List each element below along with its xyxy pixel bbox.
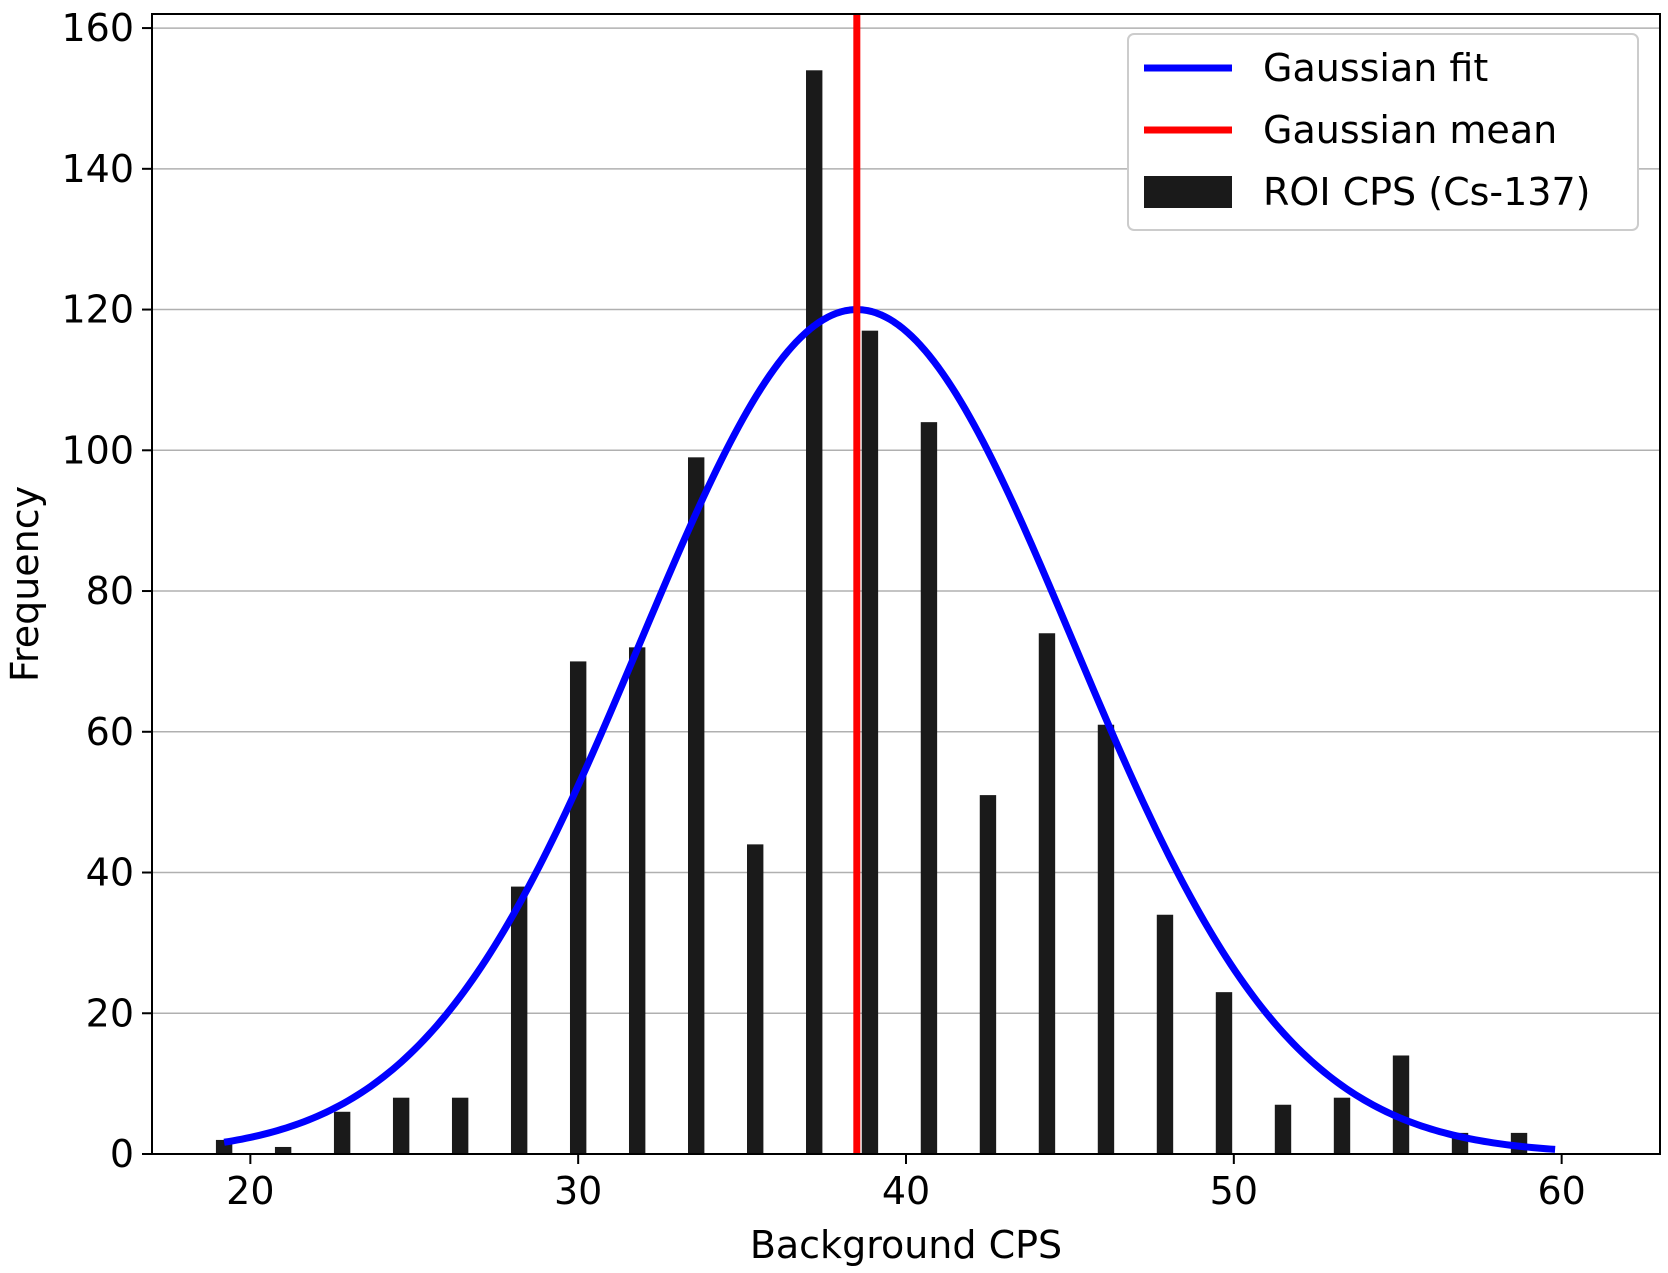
- bar: [333, 1111, 351, 1154]
- y-axis-ticks: 0 20 40 60 80 100 120 140 160: [61, 6, 152, 1176]
- legend-box: [1127, 33, 1639, 231]
- bar: [392, 1097, 410, 1154]
- legend-label: Gaussian mean: [1263, 108, 1557, 152]
- x-tick-label: 50: [1210, 1169, 1258, 1213]
- bar: [274, 1146, 292, 1154]
- x-axis-ticks: 20 30 40 50 60: [226, 1154, 1586, 1213]
- x-tick-label: 20: [226, 1169, 274, 1213]
- legend-swatch: [1144, 176, 1232, 208]
- legend-label: Gaussian fit: [1263, 46, 1488, 90]
- bar: [687, 457, 705, 1154]
- bar: [1392, 1055, 1410, 1154]
- y-tick-label: 100: [61, 428, 134, 472]
- y-tick-label: 40: [86, 851, 134, 895]
- y-tick-label: 120: [61, 288, 134, 332]
- legend-label: ROI CPS (Cs-137): [1263, 170, 1590, 214]
- y-tick-label: 60: [86, 710, 134, 754]
- x-tick-label: 40: [882, 1169, 930, 1213]
- bar: [1215, 992, 1233, 1154]
- y-tick-label: 20: [86, 991, 134, 1035]
- bars: [215, 70, 1528, 1155]
- legend-item: Gaussian mean: [1144, 108, 1557, 152]
- bar: [510, 886, 528, 1154]
- bar: [920, 422, 938, 1154]
- legend-item: ROI CPS (Cs-137): [1144, 170, 1590, 214]
- y-tick-label: 80: [86, 569, 134, 613]
- y-tick-label: 140: [61, 147, 134, 191]
- legend: Gaussian fit Gaussian mean ROI CPS (Cs-137…: [1127, 33, 1639, 231]
- bar: [1097, 724, 1115, 1154]
- y-tick-label: 0: [110, 1132, 134, 1176]
- bar: [979, 795, 997, 1154]
- gaussian-fit: [223, 306, 1556, 1153]
- y-tick-label: 160: [61, 6, 134, 50]
- bar: [1038, 633, 1056, 1154]
- bar: [1156, 914, 1174, 1154]
- gridlines: [152, 27, 1660, 1015]
- bar: [1333, 1097, 1351, 1154]
- x-tick-label: 30: [554, 1169, 602, 1213]
- bar: [451, 1097, 469, 1154]
- bar: [628, 647, 646, 1154]
- bar: [569, 661, 587, 1154]
- x-tick-label: 60: [1537, 1169, 1585, 1213]
- legend-item: Gaussian fit: [1144, 46, 1488, 90]
- bar: [747, 844, 764, 1154]
- bar: [1274, 1104, 1292, 1154]
- bar: [806, 70, 823, 1155]
- x-axis-label: Background CPS: [750, 1223, 1062, 1267]
- bar: [861, 330, 879, 1155]
- gaussian-fit-line: [223, 306, 1556, 1153]
- y-axis-label: Frequency: [3, 486, 47, 682]
